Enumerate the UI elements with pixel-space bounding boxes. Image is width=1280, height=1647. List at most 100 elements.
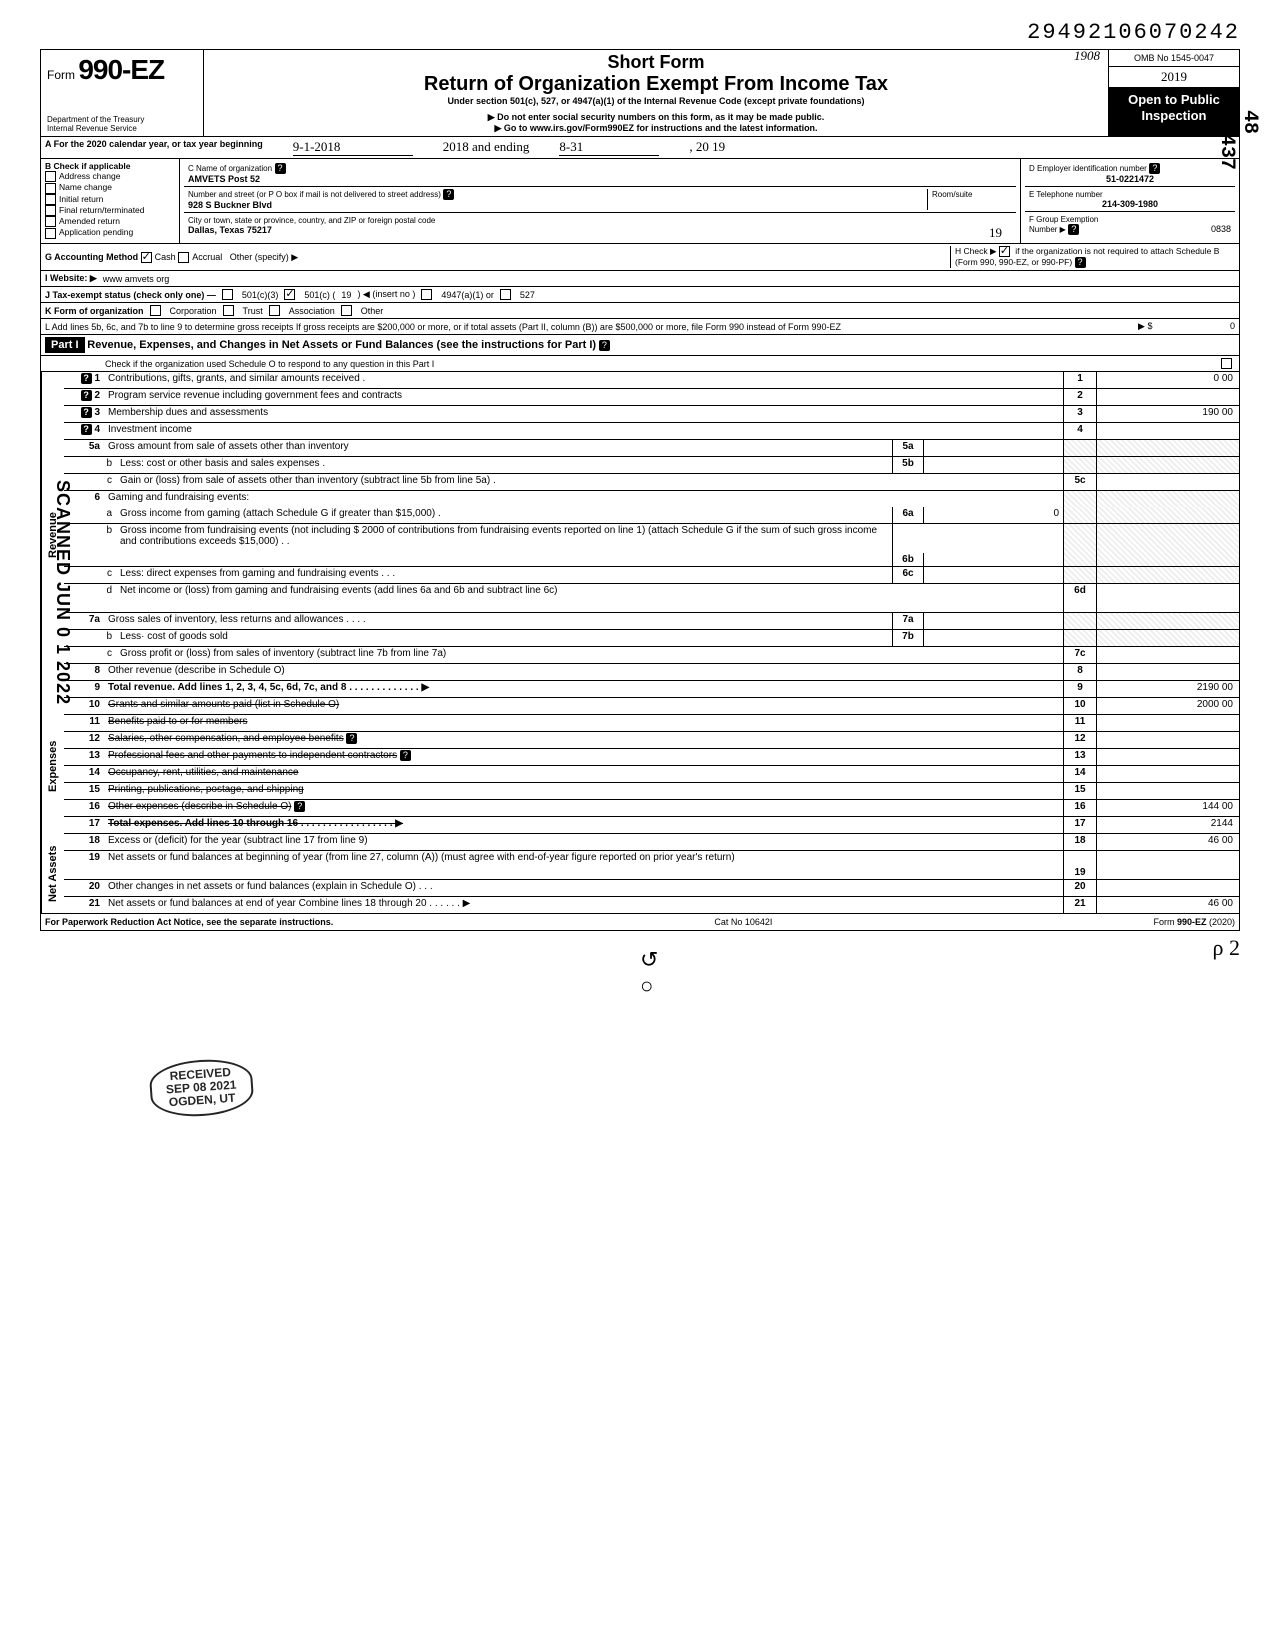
shade [1063,567,1096,583]
ln20-num: 20 [64,880,104,896]
footer-mid: Cat No 10642I [714,917,772,927]
footer: For Paperwork Reduction Act Notice, see … [41,914,1239,930]
ln5b-mv [924,457,1063,473]
form-number: 990-EZ [78,54,164,85]
ln6-desc: Gaming and fundraising events: [104,491,1063,507]
ln5c-rv [1096,474,1239,490]
check-address-change[interactable] [45,171,56,182]
j-527: 527 [520,290,535,300]
netassets-section: Net Assets 18Excess or (deficit) for the… [41,834,1239,914]
ln19-rv [1096,851,1239,879]
check-corp[interactable] [150,305,161,316]
header-left: Form 990-EZ Department of the Treasury I… [41,50,204,136]
ln6c-mv [924,567,1063,583]
year-begin: 9-1-2018 [293,139,413,156]
check-501c3[interactable] [222,289,233,300]
ln9-rl: 9 [1063,681,1096,697]
check-schedule-o[interactable] [1221,358,1232,369]
form-header: Form 990-EZ Department of the Treasury I… [41,50,1239,137]
room-label: Room/suite [932,190,972,199]
ln6b-ml: 6b [893,553,924,566]
group-num-label: Number ▶ [1029,225,1066,234]
ln11-desc-t: Benefits paid to or for members [108,716,248,727]
ln12-num: 12 [64,732,104,748]
check-name-change[interactable] [45,183,56,194]
check-amended[interactable] [45,216,56,227]
section-b: B Check if applicable Address change Nam… [41,159,180,243]
line-a: A For the 2020 calendar year, or tax yea… [41,137,1239,159]
ln18-rv: 46 00 [1096,834,1239,850]
ln14-num: 14 [64,766,104,782]
revenue-section: Revenue ? 1Contributions, gifts, grants,… [41,372,1239,698]
row-h-text: H Check ▶ [955,246,997,256]
ln7a-desc: Gross sales of inventory, less returns a… [104,613,892,629]
help-icon: ? [599,340,610,351]
ln7c-rl: 7c [1063,647,1096,663]
ein: 51-0221472 [1106,174,1154,184]
check-initial-return[interactable] [45,194,56,205]
org-city: Dallas, Texas 75217 [188,225,272,235]
ln6a-mv: 0 [924,507,1063,523]
ln14-desc-t: Occupancy, rent, utilities, and maintena… [108,767,298,778]
check-assoc[interactable] [269,305,280,316]
ln11-desc: Benefits paid to or for members [104,715,1063,731]
check-final-return[interactable] [45,205,56,216]
help-icon: ? [346,733,357,744]
year-end: 8-31 [559,139,659,156]
ln17-rv: 2144 [1096,817,1239,833]
year-suffix: , 20 19 [689,139,725,156]
org-address: 928 S Buckner Blvd [188,200,272,210]
check-trust[interactable] [223,305,234,316]
check-app-pending[interactable] [45,228,56,239]
help-icon: ? [275,163,286,174]
shade [1096,567,1239,583]
line-a-label: A For the 2020 calendar year, or tax yea… [45,139,263,149]
section-def: D Employer identification number ? 51-02… [1020,159,1239,243]
ln13-rv [1096,749,1239,765]
ln17-rl: 17 [1063,817,1096,833]
row-l-arrow: ▶ $ [1138,321,1152,331]
ln6c-desc: Less: direct expenses from gaming and fu… [116,567,892,583]
g-other: Other (specify) ▶ [230,252,298,262]
ln5c-rl: 5c [1063,474,1096,490]
ln4-rv [1096,423,1239,439]
ln18-desc: Excess or (deficit) for the year (subtra… [104,834,1063,850]
check-501c[interactable] [284,289,295,300]
check-4947[interactable] [421,289,432,300]
ln3-desc: Membership dues and assessments [104,406,1063,422]
top-doc-number: 29492106070242 [40,20,1240,45]
ln12-desc: Salaries, other compensation, and employ… [104,732,1063,748]
shade [1063,440,1096,456]
check-527[interactable] [500,289,511,300]
help-icon: ? [443,189,454,200]
footer-left: For Paperwork Reduction Act Notice, see … [45,917,333,927]
ln9-desc-b: Total revenue. Add lines 1, 2, 3, 4, 5c,… [108,682,429,693]
check-accrual[interactable] [178,252,189,263]
check-h[interactable] [999,246,1010,257]
ln18-rl: 18 [1063,834,1096,850]
tax-year: 2019 [1109,67,1239,88]
ln15-desc: Printing, publications, postage, and shi… [104,783,1063,799]
ln12-rl: 12 [1063,732,1096,748]
part1-header: Part I Revenue, Expenses, and Changes in… [41,335,1239,356]
ln15-desc-t: Printing, publications, postage, and shi… [108,784,304,795]
form-frame: Form 990-EZ Department of the Treasury I… [40,49,1240,931]
ln15-num: 15 [64,783,104,799]
ln6b-desc: Gross income from fundraising events (no… [116,524,892,566]
ln19-desc: Net assets or fund balances at beginning… [104,851,1063,879]
ln6d-rl: 6d [1063,584,1096,612]
check-other[interactable] [341,305,352,316]
j-c3: 501(c)(3) [242,290,279,300]
check-cash[interactable] [141,252,152,263]
help-icon: ? [1075,257,1086,268]
form-prefix: Form [47,68,75,82]
ln7c-desc: Gross profit or (loss) from sales of inv… [116,647,1063,663]
row-j-label: J Tax-exempt status (check only one) — [45,290,216,300]
shade [1063,457,1096,473]
ln8-desc: Other revenue (describe in Schedule O) [104,664,1063,680]
ln16-desc: Other expenses (describe in Schedule O) … [104,800,1063,816]
b-item-3: Final return/terminated [59,205,145,215]
ln21-num: 21 [64,897,104,913]
ln5a-num: 5a [64,440,104,456]
section-b-title: B Check if applicable [45,161,175,171]
